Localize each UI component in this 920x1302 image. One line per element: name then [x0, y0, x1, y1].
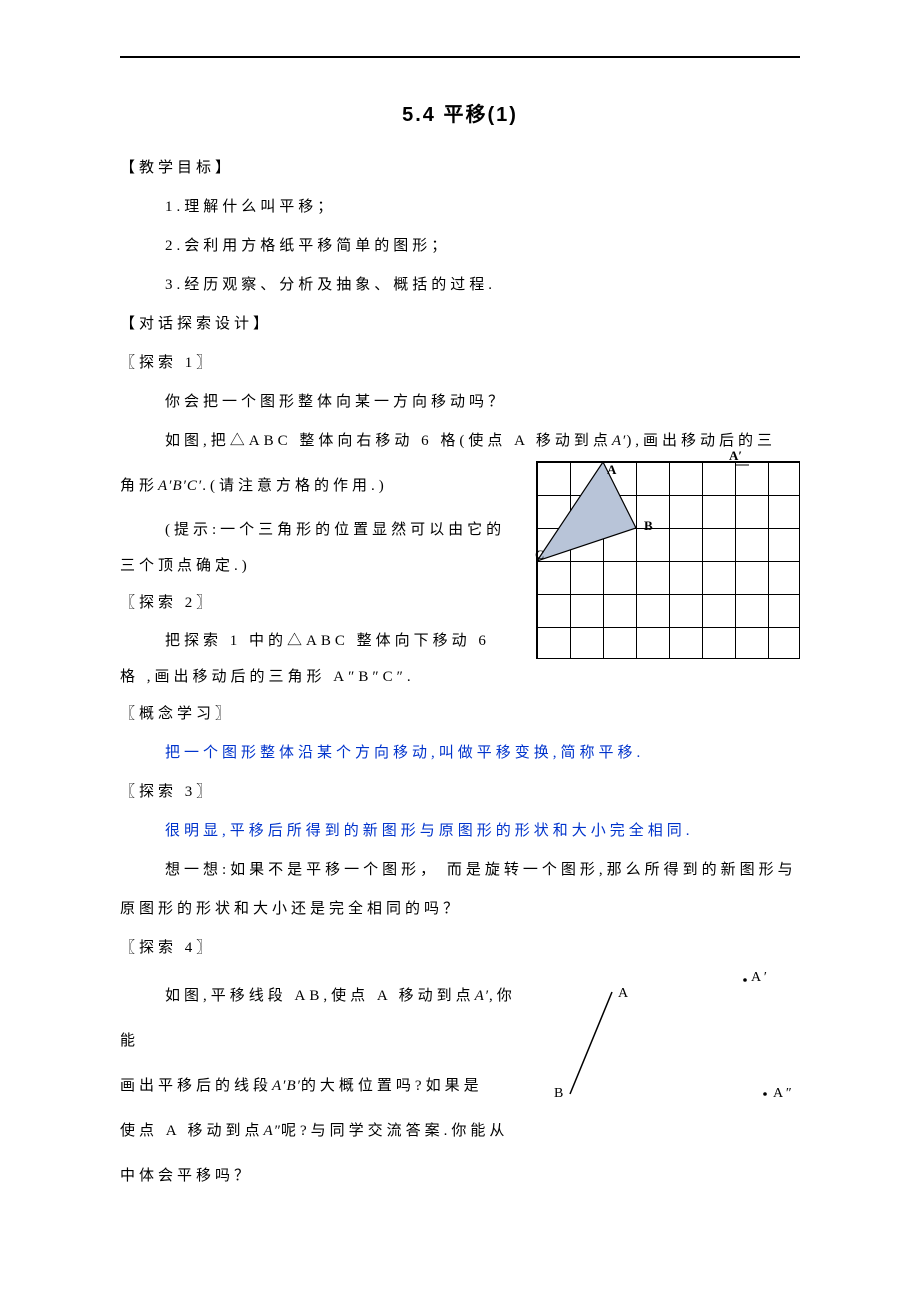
explore-1-p3b: .(请注意方格的作用.): [202, 478, 388, 494]
section-goals-heading: 【教学目标】: [120, 149, 800, 188]
explore-1-p3: 角形A′B′C′.(请注意方格的作用.): [120, 461, 510, 512]
explore-1-p2b: ),画出移动后的三: [626, 433, 776, 449]
explore-1-p4: (提示:一个三角形的位置显然可以由它的三个顶点确定.): [120, 512, 510, 584]
explore-4-heading: 〖探索 4〗: [120, 929, 800, 968]
explore-4-abprime: A′B′: [272, 1078, 301, 1094]
explore-1-p2a: 如图,把△ABC 整体向右移动 6 格(使点 A 移动到点: [165, 433, 612, 449]
explore-4-p4: 中体会平移吗？: [120, 1154, 520, 1199]
explore-1-p1: 你会把一个图形整体向某一方向移动吗？: [120, 383, 800, 422]
goal-item-1: 1.理解什么叫平移；: [120, 188, 800, 227]
triangle-shape: [537, 462, 636, 561]
explore-4-p3a: 使点 A 移动到点: [120, 1123, 264, 1139]
explore-4-aprime: A′: [475, 988, 489, 1004]
explore-4-p2: 画出平移后的线段A′B′的大概位置吗?如果是: [120, 1064, 520, 1109]
segment-ab: [570, 992, 612, 1094]
explore-4-p2b: 的大概位置吗?如果是: [301, 1078, 483, 1094]
segment-svg: [550, 974, 820, 1134]
grid-label-c: C: [535, 547, 544, 563]
grid-figure: A A′ B C: [536, 461, 800, 659]
explore-3-p1: 很明显,平移后所得到的新图形与原图形的形状和大小完全相同.: [120, 812, 800, 851]
explore-4-p1a: 如图,平移线段 AB,使点 A 移动到点: [165, 988, 475, 1004]
explore-2-p1: 把探索 1 中的△ABC 整体向下移动 6 格 ,画出移动后的三角形 A″B″C…: [120, 623, 510, 695]
page-content: 5.4 平移(1) 【教学目标】 1.理解什么叫平移； 2.会利用方格纸平移简单…: [120, 70, 800, 1199]
grid-label-b: B: [644, 518, 653, 534]
explore-1-p3a: 角形: [120, 478, 158, 494]
explore-4-left-text: 如图,平移线段 AB,使点 A 移动到点A′,你能 画出平移后的线段A′B′的大…: [120, 974, 520, 1199]
grid-label-a1: A′: [729, 448, 742, 464]
segment-figure: A B A ′ A ″: [550, 974, 820, 1134]
horizontal-rule-top: [120, 56, 800, 58]
explore-4-wrap: 如图,平移线段 AB,使点 A 移动到点A′,你能 画出平移后的线段A′B′的大…: [120, 974, 800, 1199]
explore-1-left-text: 角形A′B′C′.(请注意方格的作用.) (提示:一个三角形的位置显然可以由它的…: [120, 461, 510, 695]
explore-2-heading: 〖探索 2〗: [120, 584, 510, 623]
explore-1-figure-wrap: 角形A′B′C′.(请注意方格的作用.) (提示:一个三角形的位置显然可以由它的…: [120, 461, 800, 695]
seg-label-a: A: [618, 986, 628, 1002]
concept-p1: 把一个图形整体沿某个方向移动,叫做平移变换,简称平移.: [120, 734, 800, 773]
point-a1: [743, 978, 747, 982]
explore-3-heading: 〖探索 3〗: [120, 773, 800, 812]
grid-svg: [537, 462, 801, 660]
seg-label-a2: A ″: [773, 1086, 792, 1102]
goal-item-3: 3.经历观察、分析及抽象、概括的过程.: [120, 266, 800, 305]
explore-1-abcprime: A′B′C′: [158, 478, 202, 494]
explore-4-p3b: 呢?与同学交流答案.你能从: [281, 1123, 508, 1139]
explore-4-p1: 如图,平移线段 AB,使点 A 移动到点A′,你能: [120, 974, 520, 1064]
seg-label-b: B: [554, 1086, 563, 1102]
section-dialogue-heading: 【对话探索设计】: [120, 305, 800, 344]
explore-3-p2: 想一想:如果不是平移一个图形， 而是旋转一个图形,那么所得到的新图形与原图形的形…: [120, 851, 800, 929]
explore-4-adprime: A″: [264, 1123, 281, 1139]
explore-4-p2a: 画出平移后的线段: [120, 1078, 272, 1094]
explore-1-p2: 如图,把△ABC 整体向右移动 6 格(使点 A 移动到点A′),画出移动后的三: [120, 422, 800, 461]
seg-label-a1: A ′: [751, 970, 767, 986]
concept-heading: 〖概念学习〗: [120, 695, 800, 734]
grid-label-a: A: [607, 462, 616, 478]
page-title: 5.4 平移(1): [120, 98, 800, 127]
goal-item-2: 2.会利用方格纸平移简单的图形；: [120, 227, 800, 266]
point-a2: [763, 1092, 767, 1096]
explore-4-p3: 使点 A 移动到点A″呢?与同学交流答案.你能从: [120, 1109, 520, 1154]
explore-1-heading: 〖探索 1〗: [120, 344, 800, 383]
explore-1-aprime: A′: [612, 433, 626, 449]
